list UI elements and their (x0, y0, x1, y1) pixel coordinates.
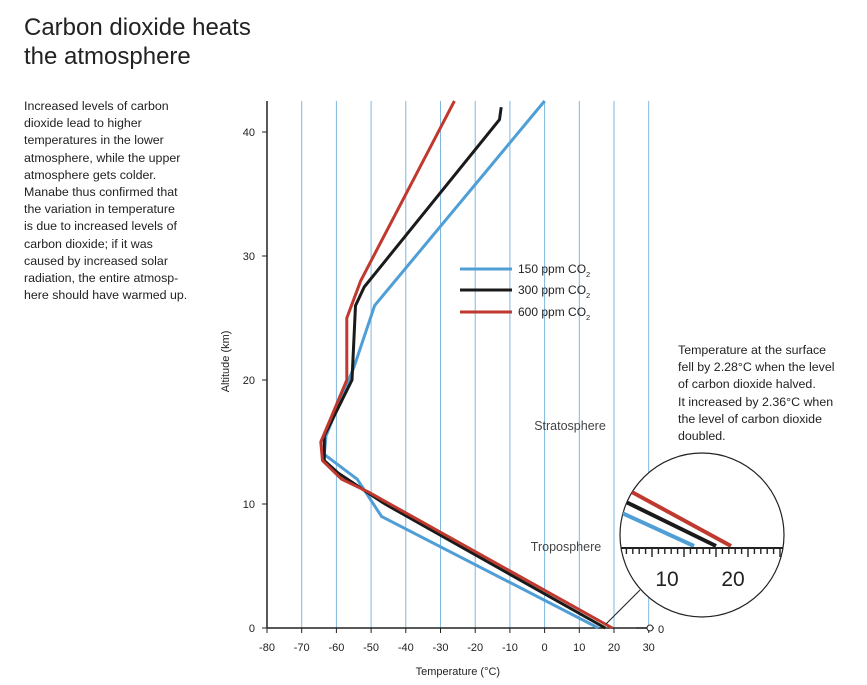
zoom-tick-label-10: 10 (655, 568, 678, 591)
series-line-600ppm (319, 100, 614, 630)
surface-marker: 0 (605, 589, 664, 636)
zoom-ticks (620, 548, 781, 557)
zoom-line-600 (629, 489, 732, 548)
annotation-line: fell by 2.28°C when the level (678, 360, 835, 375)
axes: -80 -70 -60 -50 -40 -30 -20 -10 0 10 20 30 0 10 20 30 40… (220, 101, 655, 678)
legend-sub-600: 2 (586, 313, 590, 322)
x-tick-label: 0 (542, 642, 548, 654)
x-tick-label: 30 (643, 642, 655, 654)
zoom-circle (619, 452, 785, 618)
surface-marker-dot (646, 624, 654, 632)
x-tick-label: -50 (363, 642, 379, 654)
legend-sub-300: 2 (586, 291, 590, 300)
page-title: Carbon dioxide heats the atmosphere (24, 13, 324, 71)
title-line-2: the atmosphere (24, 43, 191, 70)
x-tick-label: -30 (433, 642, 449, 654)
legend-label-150: 150 ppm CO (518, 262, 586, 276)
legend: 150 ppm CO2 300 ppm CO2 600 ppm CO2 (460, 262, 590, 322)
x-axis-title: Temperature (°C) (416, 666, 500, 678)
x-tick-label: -20 (467, 642, 483, 654)
y-tick-label: 30 (243, 251, 255, 263)
x-tick-label: -10 (502, 642, 518, 654)
annotation-line: doubled. (678, 429, 726, 444)
y-axis-title: Altitude (km) (220, 331, 232, 393)
description-text: Increased levels of carbon dioxide lead … (24, 98, 224, 304)
zoom-tick-label-20: 20 (721, 568, 744, 591)
y-tick-label: 10 (243, 499, 255, 511)
legend-sub-150: 2 (586, 270, 590, 279)
description-line: caused by increased solar (24, 253, 168, 268)
stratosphere-label: Stratosphere (534, 419, 606, 433)
x-tick-label: -40 (398, 642, 414, 654)
description-line: the variation in temperature (24, 202, 175, 217)
surface-marker-label: 0 (658, 624, 664, 636)
x-tick-label: -60 (328, 642, 344, 654)
svg-text:150 ppm CO2: 150 ppm CO2 (518, 262, 590, 279)
description-line: is due to increased levels of (24, 219, 177, 234)
series-lines (319, 100, 614, 630)
surface-annotation: Temperature at the surface fell by 2.28°… (678, 342, 863, 445)
description-line: here should have warmed up. (24, 288, 188, 303)
y-tick-label: 20 (243, 375, 255, 387)
troposphere-label: Troposphere (531, 540, 601, 554)
zoom-inset: 10 20 (619, 452, 785, 618)
annotation-line: of carbon dioxide halved. (678, 377, 816, 392)
description-line: radiation, the entire atmosp- (24, 271, 179, 286)
zoom-line-300 (625, 500, 717, 548)
svg-text:600 ppm CO2: 600 ppm CO2 (518, 305, 590, 322)
annotation-line: It increased by 2.36°C when (678, 394, 834, 409)
description-line: atmosphere, while the upper (24, 150, 181, 165)
legend-label-300: 300 ppm CO (518, 283, 586, 297)
y-tick-label: 40 (243, 127, 255, 139)
description-line: Increased levels of carbon (24, 99, 169, 113)
x-tick-label: 10 (573, 642, 585, 654)
x-tick-label: -80 (259, 642, 275, 654)
x-tick-label: 20 (608, 642, 620, 654)
svg-text:300 ppm CO2: 300 ppm CO2 (518, 283, 590, 300)
description-line: dioxide lead to higher (24, 116, 142, 131)
y-tick-label: 0 (249, 623, 255, 635)
legend-label-600: 600 ppm CO (518, 305, 586, 319)
annotation-line: Temperature at the surface (678, 343, 827, 357)
description-line: temperatures in the lower (24, 133, 164, 148)
description-line: atmosphere gets colder. (24, 167, 157, 182)
description-line: Manabe thus confirmed that (24, 185, 178, 200)
x-tick-label: -70 (294, 642, 310, 654)
zoom-line-150 (621, 511, 695, 548)
zoom-pointer-line (605, 589, 641, 625)
title-line-1: Carbon dioxide heats (24, 14, 251, 41)
description-line: carbon dioxide; if it was (24, 236, 153, 251)
annotation-line: the level of carbon dioxide (678, 411, 822, 426)
